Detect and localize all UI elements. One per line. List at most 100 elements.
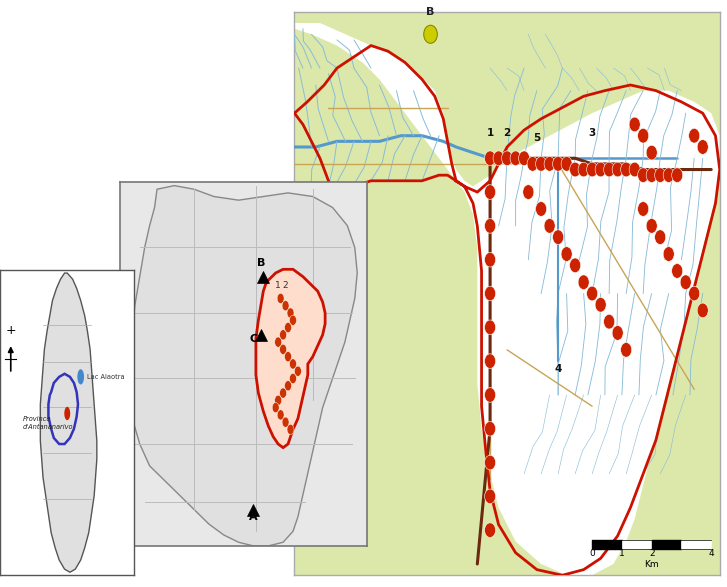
Circle shape bbox=[663, 168, 674, 183]
Circle shape bbox=[275, 395, 281, 406]
Circle shape bbox=[646, 146, 657, 160]
Circle shape bbox=[77, 369, 84, 384]
Circle shape bbox=[672, 264, 683, 278]
Circle shape bbox=[603, 315, 615, 329]
Circle shape bbox=[587, 286, 598, 301]
Circle shape bbox=[284, 381, 292, 391]
Text: Lac Alaotra: Lac Alaotra bbox=[87, 374, 125, 380]
Text: 5: 5 bbox=[533, 133, 540, 143]
Circle shape bbox=[638, 168, 648, 183]
Text: 1: 1 bbox=[486, 128, 494, 138]
Circle shape bbox=[612, 162, 623, 177]
Text: 2: 2 bbox=[283, 281, 289, 289]
Circle shape bbox=[424, 25, 438, 43]
Circle shape bbox=[484, 151, 496, 166]
Circle shape bbox=[282, 301, 289, 311]
Circle shape bbox=[544, 218, 555, 233]
Circle shape bbox=[561, 247, 572, 261]
Circle shape bbox=[484, 421, 496, 436]
Circle shape bbox=[280, 345, 286, 355]
Circle shape bbox=[484, 218, 496, 233]
Text: 4: 4 bbox=[708, 548, 714, 558]
Circle shape bbox=[688, 286, 700, 301]
Text: B: B bbox=[257, 258, 265, 268]
Circle shape bbox=[612, 326, 623, 340]
Circle shape bbox=[277, 294, 284, 303]
Circle shape bbox=[527, 157, 538, 171]
Polygon shape bbox=[294, 23, 720, 575]
Polygon shape bbox=[256, 269, 325, 448]
Circle shape bbox=[289, 359, 297, 369]
Circle shape bbox=[536, 202, 547, 216]
Circle shape bbox=[484, 252, 496, 267]
Circle shape bbox=[654, 168, 666, 183]
Circle shape bbox=[284, 322, 292, 333]
Circle shape bbox=[578, 275, 589, 289]
Circle shape bbox=[484, 286, 496, 301]
Circle shape bbox=[578, 162, 589, 177]
Circle shape bbox=[272, 403, 279, 413]
Text: 2: 2 bbox=[649, 548, 654, 558]
Circle shape bbox=[561, 157, 572, 171]
Polygon shape bbox=[130, 185, 357, 546]
Circle shape bbox=[280, 330, 286, 340]
Circle shape bbox=[280, 388, 286, 398]
Text: Province
d'Antananarivo: Province d'Antananarivo bbox=[23, 416, 73, 430]
Circle shape bbox=[484, 523, 496, 538]
Circle shape bbox=[595, 162, 606, 177]
Text: 0: 0 bbox=[590, 548, 595, 558]
Circle shape bbox=[277, 410, 284, 420]
Circle shape bbox=[523, 185, 534, 200]
Circle shape bbox=[294, 366, 302, 376]
Circle shape bbox=[587, 162, 598, 177]
Circle shape bbox=[502, 151, 513, 166]
Circle shape bbox=[544, 157, 555, 171]
Circle shape bbox=[284, 352, 292, 362]
Circle shape bbox=[305, 273, 318, 291]
Text: 1: 1 bbox=[276, 281, 281, 289]
Circle shape bbox=[663, 247, 674, 261]
Circle shape bbox=[646, 218, 657, 233]
Text: A: A bbox=[249, 512, 258, 522]
Circle shape bbox=[289, 315, 297, 325]
Circle shape bbox=[287, 424, 294, 434]
Circle shape bbox=[536, 157, 547, 171]
Circle shape bbox=[484, 387, 496, 402]
Circle shape bbox=[553, 157, 563, 171]
Circle shape bbox=[484, 489, 496, 504]
Circle shape bbox=[638, 129, 648, 143]
Circle shape bbox=[646, 168, 657, 183]
Text: C: C bbox=[249, 334, 257, 344]
Circle shape bbox=[621, 162, 632, 177]
Circle shape bbox=[289, 373, 297, 383]
Polygon shape bbox=[41, 273, 97, 572]
Text: 2: 2 bbox=[504, 128, 510, 138]
Circle shape bbox=[638, 202, 648, 216]
Circle shape bbox=[629, 162, 640, 177]
Circle shape bbox=[697, 140, 708, 154]
Circle shape bbox=[275, 337, 281, 347]
Circle shape bbox=[518, 151, 530, 166]
Circle shape bbox=[484, 456, 496, 470]
Circle shape bbox=[484, 185, 496, 200]
Circle shape bbox=[654, 230, 666, 244]
Circle shape bbox=[569, 258, 581, 272]
Text: 4: 4 bbox=[555, 365, 562, 375]
Circle shape bbox=[697, 303, 708, 318]
Circle shape bbox=[680, 275, 691, 289]
Text: Km: Km bbox=[644, 560, 659, 569]
Circle shape bbox=[569, 162, 581, 177]
Circle shape bbox=[484, 354, 496, 369]
Circle shape bbox=[510, 151, 521, 166]
Circle shape bbox=[493, 151, 504, 166]
Text: C: C bbox=[308, 299, 316, 309]
Circle shape bbox=[688, 129, 700, 143]
Circle shape bbox=[595, 298, 606, 312]
Circle shape bbox=[629, 117, 640, 131]
Circle shape bbox=[64, 407, 71, 420]
Circle shape bbox=[553, 230, 563, 244]
Circle shape bbox=[603, 162, 615, 177]
Text: +: + bbox=[5, 324, 16, 337]
Circle shape bbox=[484, 320, 496, 335]
Text: 3: 3 bbox=[589, 128, 595, 138]
